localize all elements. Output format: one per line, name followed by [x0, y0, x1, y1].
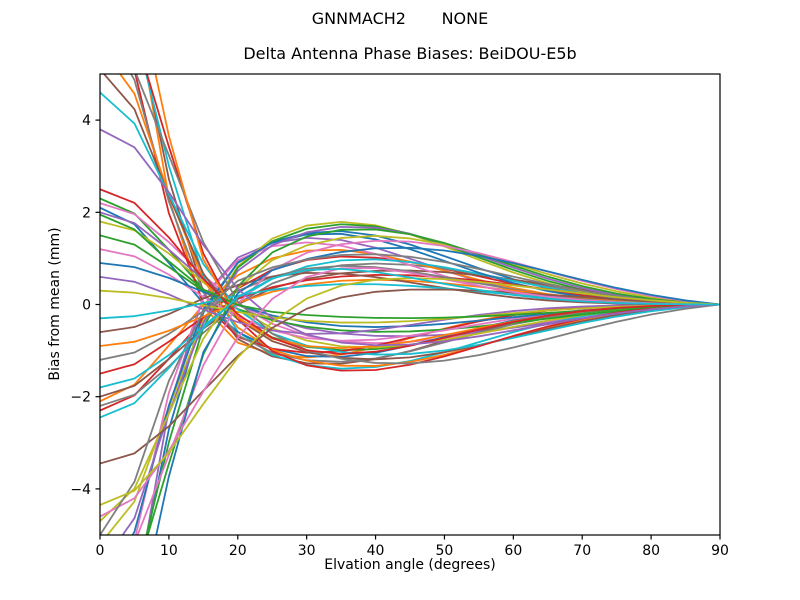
x-tick-label: 90 [711, 543, 729, 559]
series-lines [100, 74, 720, 535]
series-line-43 [100, 188, 720, 355]
series-line-25 [102, 74, 720, 361]
series-line-44 [100, 128, 720, 347]
tick-labels: 0 10 20 30 40 50 60 70 80 90 −4 −2 0 2 4 [70, 113, 729, 559]
x-tick-label: 0 [96, 543, 105, 559]
tick-marks [95, 119, 721, 540]
x-tick-label: 60 [504, 543, 522, 559]
y-tick-label: 4 [82, 113, 91, 129]
series-line-36 [136, 239, 720, 535]
series-line-37 [135, 74, 720, 365]
x-tick-label: 50 [436, 543, 454, 559]
y-tick-label: −4 [70, 482, 91, 498]
series-line-47 [100, 253, 720, 535]
x-tick-label: 30 [298, 543, 316, 559]
axes-title: Delta Antenna Phase Biases: BeiDOU-E5b [243, 44, 577, 63]
x-tick-label: 10 [160, 543, 178, 559]
x-tick-label: 20 [229, 543, 247, 559]
x-axis-label: Elvation angle (degrees) [324, 557, 496, 573]
series-line-34 [100, 275, 720, 335]
x-tick-label: 40 [367, 543, 385, 559]
series-line-49 [100, 267, 720, 419]
figure-suptitle: GNNMACH2 NONE [311, 9, 489, 28]
series-line-28 [100, 234, 720, 522]
y-tick-label: −2 [70, 390, 91, 406]
series-line-40 [155, 246, 720, 535]
series-line-38 [100, 289, 720, 324]
x-tick-label: 70 [573, 543, 591, 559]
series-line-29 [100, 91, 720, 356]
y-axis-label: Bias from mean (mm) [47, 227, 63, 381]
y-tick-label: 2 [82, 205, 91, 221]
x-tick-label: 80 [642, 543, 660, 559]
y-tick-label: 0 [82, 298, 91, 314]
